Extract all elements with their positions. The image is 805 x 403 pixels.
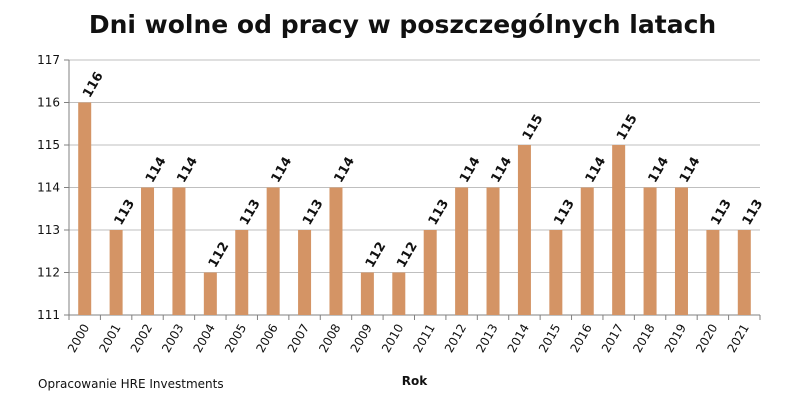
x-tick-label-2004: 2004 <box>191 322 218 355</box>
x-tick-label-2014: 2014 <box>505 322 532 355</box>
bar-2015 <box>549 230 563 315</box>
data-label-2004: 112 <box>206 239 233 270</box>
data-label-2011: 113 <box>426 197 453 228</box>
data-label-2008: 114 <box>331 154 358 185</box>
data-label-2013: 114 <box>488 154 515 185</box>
data-label-2000: 116 <box>80 69 107 100</box>
x-tick-label-2017: 2017 <box>599 322 626 355</box>
x-tick-label-2020: 2020 <box>693 322 720 355</box>
x-tick-label-2006: 2006 <box>253 322 280 355</box>
x-tick-label-2000: 2000 <box>65 322 92 355</box>
bar-2013 <box>486 187 500 315</box>
bar-2016 <box>580 187 594 315</box>
bar-2018 <box>643 187 657 315</box>
data-label-2003: 114 <box>174 154 201 185</box>
bar-2020 <box>706 230 720 315</box>
chart-title: Dni wolne od pracy w poszczególnych lata… <box>88 10 717 39</box>
bar-2003 <box>172 187 186 315</box>
y-tick-label: 112 <box>37 266 60 280</box>
bar-2011 <box>423 230 437 315</box>
bar-2009 <box>360 272 374 315</box>
bar-2007 <box>298 230 312 315</box>
bar-2017 <box>612 145 626 315</box>
y-tick-label: 117 <box>37 53 60 67</box>
bar-2010 <box>392 272 406 315</box>
x-tick-label-2013: 2013 <box>473 321 500 354</box>
bars <box>78 102 751 315</box>
data-label-2006: 114 <box>269 154 296 185</box>
bar-2008 <box>329 187 343 315</box>
data-label-2016: 114 <box>583 154 610 185</box>
bar-2002 <box>141 187 155 315</box>
y-tick-labels: 111 112 113 114 115 116 117 <box>37 53 60 322</box>
x-tick-label-2003: 2003 <box>159 322 186 355</box>
data-label-2014: 115 <box>520 112 547 143</box>
x-tick-labels: 2000 2001 2002 2003 2004 2005 2006 2007 2008 2009… <box>65 321 752 354</box>
y-tick-label: 116 <box>37 96 60 110</box>
data-label-2015: 113 <box>551 197 578 228</box>
x-tick-label-2001: 2001 <box>96 322 123 355</box>
data-label-2002: 114 <box>143 154 170 185</box>
x-tick-label-2018: 2018 <box>630 322 657 355</box>
data-label-2005: 113 <box>237 197 264 228</box>
data-label-2017: 115 <box>614 112 641 143</box>
data-label-2020: 113 <box>708 197 735 228</box>
x-axis-label: Rok <box>402 374 428 388</box>
y-tick-label: 113 <box>37 223 60 237</box>
y-tick-label: 115 <box>37 138 60 152</box>
data-label-2012: 114 <box>457 154 484 185</box>
x-tick-label-2011: 2011 <box>410 322 437 355</box>
x-tick-label-2016: 2016 <box>567 322 594 355</box>
bar-2005 <box>235 230 249 315</box>
x-tick-label-2008: 2008 <box>316 322 343 355</box>
bar-2014 <box>517 145 531 315</box>
data-label-2009: 112 <box>363 239 390 270</box>
bar-2001 <box>109 230 123 315</box>
data-label-2021: 113 <box>740 197 767 228</box>
data-label-2018: 114 <box>646 154 673 185</box>
bar-2000 <box>78 102 92 315</box>
y-tick-label: 114 <box>37 181 60 195</box>
x-tick-label-2009: 2009 <box>348 322 375 355</box>
x-tick-label-2021: 2021 <box>724 322 751 355</box>
x-tick-label-2015: 2015 <box>536 322 563 355</box>
bar-2012 <box>455 187 469 315</box>
bar-2021 <box>737 230 751 315</box>
x-tick-label-2005: 2005 <box>222 322 249 355</box>
bar-2004 <box>203 272 217 315</box>
x-tick-label-2010: 2010 <box>379 322 406 355</box>
y-tick-label: 111 <box>37 308 60 322</box>
bar-2006 <box>266 187 280 315</box>
data-label-2019: 114 <box>677 154 704 185</box>
x-tick-label-2002: 2002 <box>128 322 155 355</box>
data-label-2007: 113 <box>300 197 327 228</box>
x-tick-label-2012: 2012 <box>442 322 469 355</box>
bar-2019 <box>674 187 688 315</box>
x-tick-label-2007: 2007 <box>285 322 312 355</box>
data-label-2010: 112 <box>394 239 421 270</box>
x-tick-label-2019: 2019 <box>662 322 689 355</box>
data-label-2001: 113 <box>112 197 139 228</box>
source-note: Opracowanie HRE Investments <box>38 377 224 391</box>
